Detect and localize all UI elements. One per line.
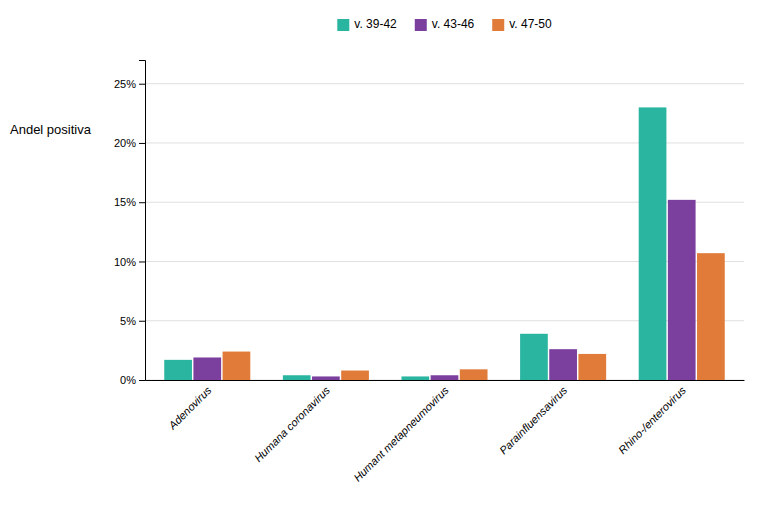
x-tick-label: Humana coronavirus (252, 384, 333, 465)
y-tick: 10% (114, 256, 145, 268)
bar (164, 360, 192, 380)
legend-item: v. 47-50 (492, 17, 552, 31)
legend-label: v. 47-50 (509, 17, 552, 31)
x-tick-label: Parainfluensavirus (497, 384, 570, 457)
bar-series (164, 107, 666, 380)
y-tick: 25% (114, 78, 145, 90)
legend-item: v. 39-42 (337, 17, 397, 31)
x-tick: Humana coronavirus (252, 384, 333, 465)
x-tick: Rhino-/enterovirus (616, 384, 688, 456)
y-axis-line (139, 61, 146, 381)
bar (431, 375, 459, 380)
bars (164, 107, 724, 380)
bar (697, 253, 725, 380)
chart: 0% 5% 10% 15% 20% 25% Adenovirus Humana coronav… (0, 0, 769, 505)
bar (341, 371, 369, 380)
bar (193, 357, 221, 380)
bar (520, 334, 548, 380)
y-tick: 20% (114, 137, 145, 149)
bar (460, 369, 488, 380)
x-tick: Adenovirus (165, 384, 213, 432)
y-tick-label: 5% (120, 315, 136, 327)
legend-label: v. 39-42 (354, 17, 397, 31)
y-tick-mark (139, 202, 145, 203)
x-tick: Humant metapneumovirus (351, 384, 451, 484)
y-axis: 0% 5% 10% 15% 20% 25% (114, 61, 146, 387)
y-tick-label: 15% (114, 196, 136, 208)
x-axis: Adenovirus Humana coronavirusHumant metap… (146, 381, 745, 484)
legend-label: v. 43-46 (432, 17, 475, 31)
y-tick-mark (139, 380, 145, 381)
y-tick: 0% (120, 374, 145, 386)
y-tick-mark (139, 143, 145, 144)
grid-line (145, 83, 744, 84)
bar-series (193, 200, 695, 380)
y-tick-label: 20% (114, 137, 136, 149)
y-tick-label: 0% (120, 374, 136, 386)
bar (549, 349, 577, 380)
y-tick: 15% (114, 196, 145, 208)
bar (223, 352, 251, 380)
bar (668, 200, 696, 380)
bar (401, 376, 429, 380)
y-tick-mark (139, 84, 145, 85)
legend-swatch (415, 19, 427, 31)
legend: v. 39-42 v. 43-46 v. 47-50 (337, 17, 552, 31)
y-tick-label: 25% (114, 78, 136, 90)
plot-area: 0% 5% 10% 15% 20% 25% Adenovirus Humana coronav… (114, 61, 745, 484)
bar (312, 376, 340, 380)
x-tick-label: Adenovirus (165, 384, 213, 432)
x-tick-label: Rhino-/enterovirus (616, 384, 688, 456)
y-tick-mark (139, 261, 145, 262)
bar (283, 375, 311, 380)
y-tick-label: 10% (114, 256, 136, 268)
legend-swatch (492, 19, 504, 31)
y-tick: 5% (120, 315, 145, 327)
bar (639, 107, 667, 380)
x-axis-line (146, 380, 745, 381)
y-axis-title: Andel positiva (10, 122, 92, 137)
x-tick: Parainfluensavirus (497, 384, 570, 457)
legend-swatch (337, 19, 349, 31)
legend-item: v. 43-46 (415, 17, 475, 31)
y-tick-mark (139, 321, 145, 322)
x-tick-label: Humant metapneumovirus (351, 384, 451, 484)
bar (578, 354, 606, 380)
bar-series (223, 253, 725, 380)
grid (145, 84, 744, 380)
